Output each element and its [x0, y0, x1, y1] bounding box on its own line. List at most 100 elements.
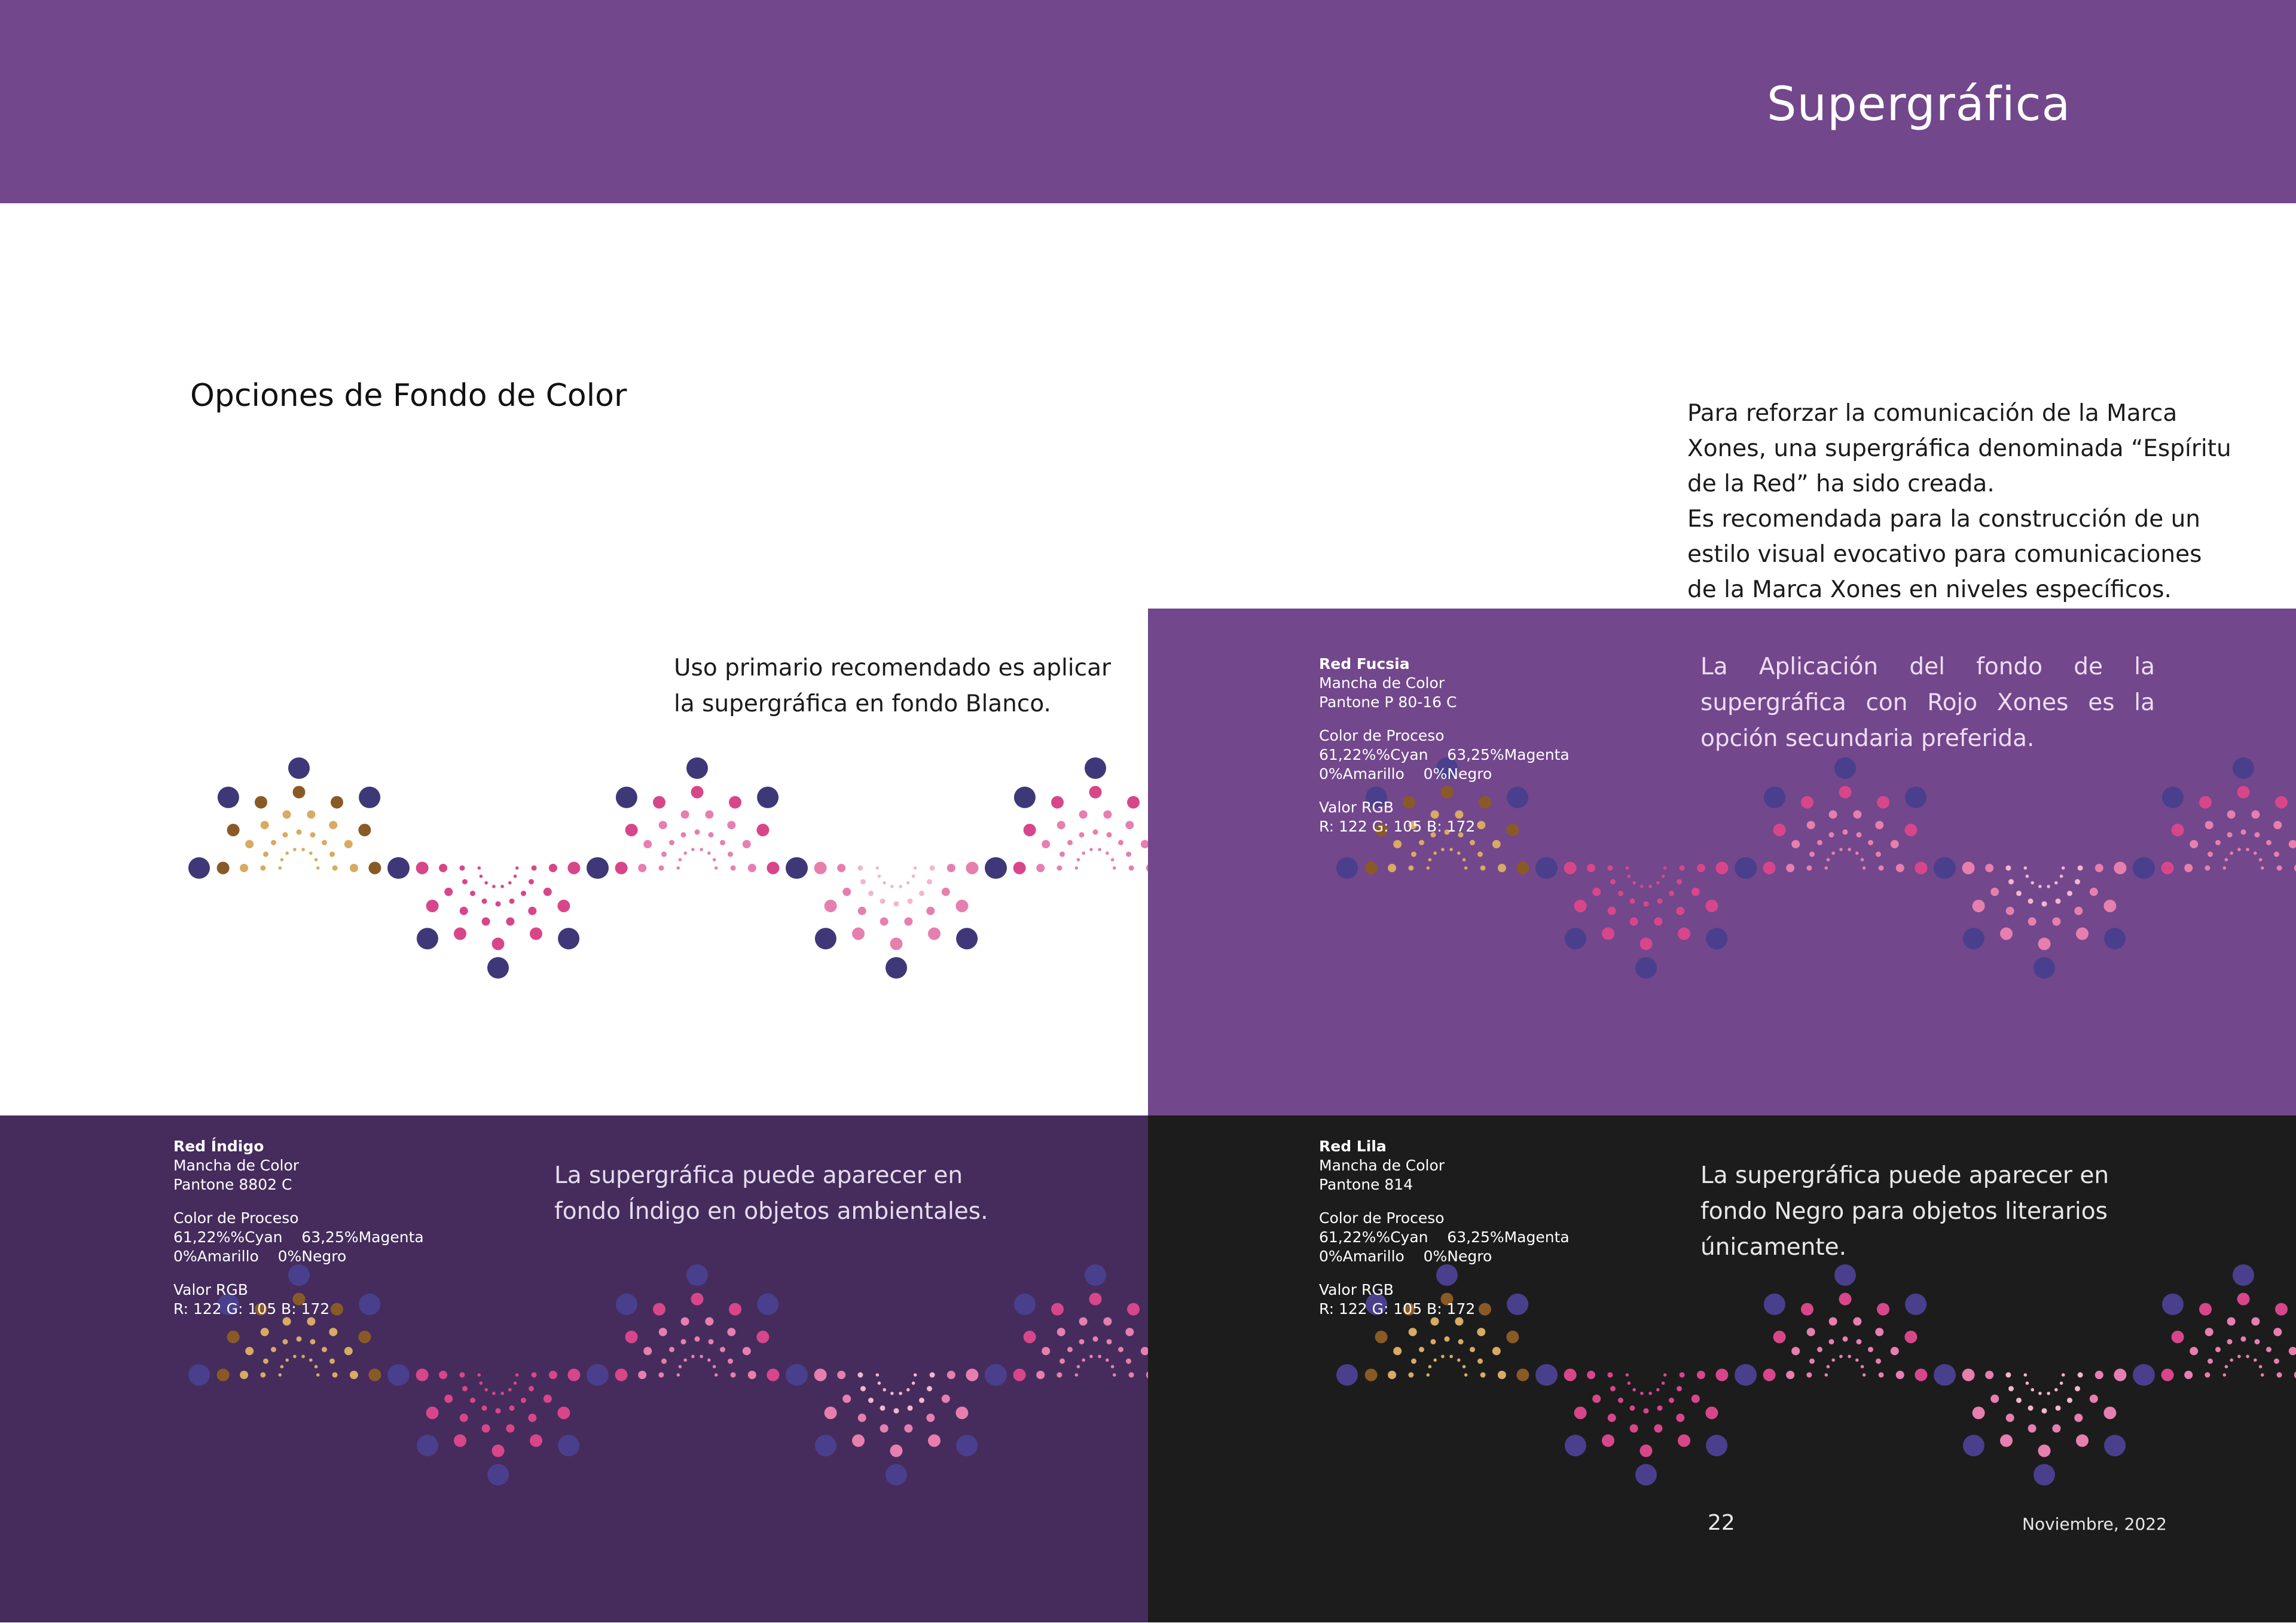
supergraphic-dot [1905, 1293, 1927, 1315]
supergraphic-dot [2052, 917, 2061, 926]
supergraphic-dot [245, 1347, 254, 1356]
supergraphic-dot [824, 900, 837, 912]
supergraphic-dot [767, 1368, 780, 1381]
supergraphic-dot [2171, 824, 2184, 836]
supergraphic-dot [1336, 857, 1358, 879]
supergraphic-dot [2067, 891, 2072, 896]
supergraphic-dot [2205, 1328, 2213, 1337]
supergraphic-dot [2230, 851, 2233, 855]
supergraphic-dot [852, 1434, 865, 1447]
supergraphic-dot [515, 1373, 519, 1377]
supergraphic-dot [1990, 887, 1999, 896]
supergraphic-dot [720, 840, 725, 845]
supergraphic-dot [487, 957, 509, 979]
supergraphic-dot [329, 1328, 338, 1337]
supergraphic-dot [1661, 875, 1665, 878]
supergraphic-dot [1839, 848, 1843, 851]
supergraphic-dot [2025, 875, 2029, 878]
supergraphic-dot [470, 1398, 475, 1403]
supergraphic-dot [1962, 1435, 1984, 1457]
supergraphic-dot [316, 1373, 320, 1377]
supergraphic-dot [479, 1381, 483, 1385]
supergraphic-dot [2077, 1372, 2083, 1378]
supergraphic-dot [842, 1394, 851, 1403]
supergraphic-dot [1079, 1317, 1088, 1326]
supergraphic-wave [188, 1264, 1148, 1486]
supergraphic-dot [1089, 1292, 1102, 1306]
supergraphic-dot [686, 1264, 708, 1286]
supergraphic-dot [707, 851, 711, 855]
supergraphic-dot [301, 1355, 305, 1358]
supergraphic-dot [868, 891, 874, 896]
supergraphic-dot [217, 1293, 239, 1315]
supergraphic-dot [296, 829, 302, 835]
supergraphic-dot [886, 1464, 907, 1486]
supergraphic-dot [2237, 1292, 2250, 1306]
supergraphic-dot [271, 840, 276, 845]
supergraphic-dot [1074, 1373, 1079, 1377]
supergraphic-dot [919, 891, 924, 896]
supergraphic-dot [2199, 1303, 2212, 1316]
supergraphic-dot [2047, 1392, 2050, 1395]
supergraphic-dot [316, 866, 320, 870]
supergraphic-dot [481, 898, 487, 904]
supergraphic-dot [1853, 1317, 1862, 1326]
supergraphic-dot [2275, 796, 2288, 809]
supergraphic-dot [1691, 1394, 1700, 1403]
supergraphic-dot [2260, 1373, 2264, 1377]
supergraphic-dot [1126, 851, 1131, 857]
supergraphic-dot [1440, 1292, 1454, 1306]
supergraphic-dot [1663, 1373, 1667, 1377]
supergraphic-dot [491, 1444, 505, 1457]
supergraphic-dot [1457, 1358, 1461, 1362]
supergraphic-dot [1480, 865, 1486, 871]
supergraphic-dot [1826, 858, 1830, 861]
supergraphic-dot [2103, 1407, 2117, 1419]
supergraphic-dot [1875, 821, 1884, 830]
supergraphic-dot [1574, 900, 1587, 912]
supergraphic-dot [658, 821, 667, 830]
supergraphic-dot [708, 832, 714, 838]
supergraphic-dot [1057, 821, 1065, 830]
supergraphic-dot [880, 1424, 889, 1433]
supergraphic-dot [2034, 1464, 2055, 1486]
supergraphic-dot [625, 1331, 638, 1343]
supergraphic-dot [329, 821, 338, 830]
supergraphic-dot [2095, 864, 2103, 872]
supergraphic-dot [2074, 906, 2083, 915]
spec-rgb-label: Valor RGB [1319, 799, 1394, 816]
supergraphic-dot [661, 851, 667, 857]
spec-swatch-label: Mancha de Color [1319, 1157, 1445, 1174]
supergraphic-dot [260, 865, 266, 871]
supergraphic-dot [459, 906, 468, 915]
spec-rgb-label: Valor RGB [1319, 1281, 1394, 1298]
supergraphic-dot [2254, 1339, 2260, 1344]
spec-rgb-value: R: 122 G: 105 B: 172 [173, 1300, 330, 1318]
supergraphic-dot [293, 1355, 297, 1358]
supergraphic-dot [1715, 1368, 1729, 1381]
supergraphic-dot [1444, 829, 1450, 835]
supergraphic-dot [2054, 1388, 2058, 1392]
supergraphic-dot [439, 1371, 448, 1379]
supergraphic-dot [676, 866, 680, 870]
supergraphic-dot [2034, 957, 2055, 979]
supergraphic-dot [1497, 1371, 1506, 1379]
supergraphic-dot [2133, 1364, 2154, 1386]
supergraphic-dot [1643, 901, 1649, 907]
supergraphic-dot [680, 810, 689, 819]
supergraphic-dot [1444, 1336, 1450, 1342]
supergraphic-dot [1607, 1413, 1616, 1422]
supergraphic-dot [1904, 824, 1918, 836]
supergraphic-dot [1477, 1328, 1486, 1337]
supergraphic-dot [1962, 1368, 1975, 1381]
supergraphic-dot [2222, 1373, 2227, 1377]
supergraphic-dot [2095, 1371, 2103, 1379]
supergraphic-dot [1085, 1264, 1106, 1286]
supergraphic-dot [1806, 821, 1815, 830]
supergraphic-dot [1895, 864, 1904, 872]
supergraphic-dot [2061, 866, 2065, 870]
supergraphic-dot [2251, 1317, 2260, 1326]
supergraphic-dot [2237, 785, 2250, 799]
supergraphic-dot [2028, 898, 2034, 904]
supergraphic-dot [966, 1368, 979, 1381]
